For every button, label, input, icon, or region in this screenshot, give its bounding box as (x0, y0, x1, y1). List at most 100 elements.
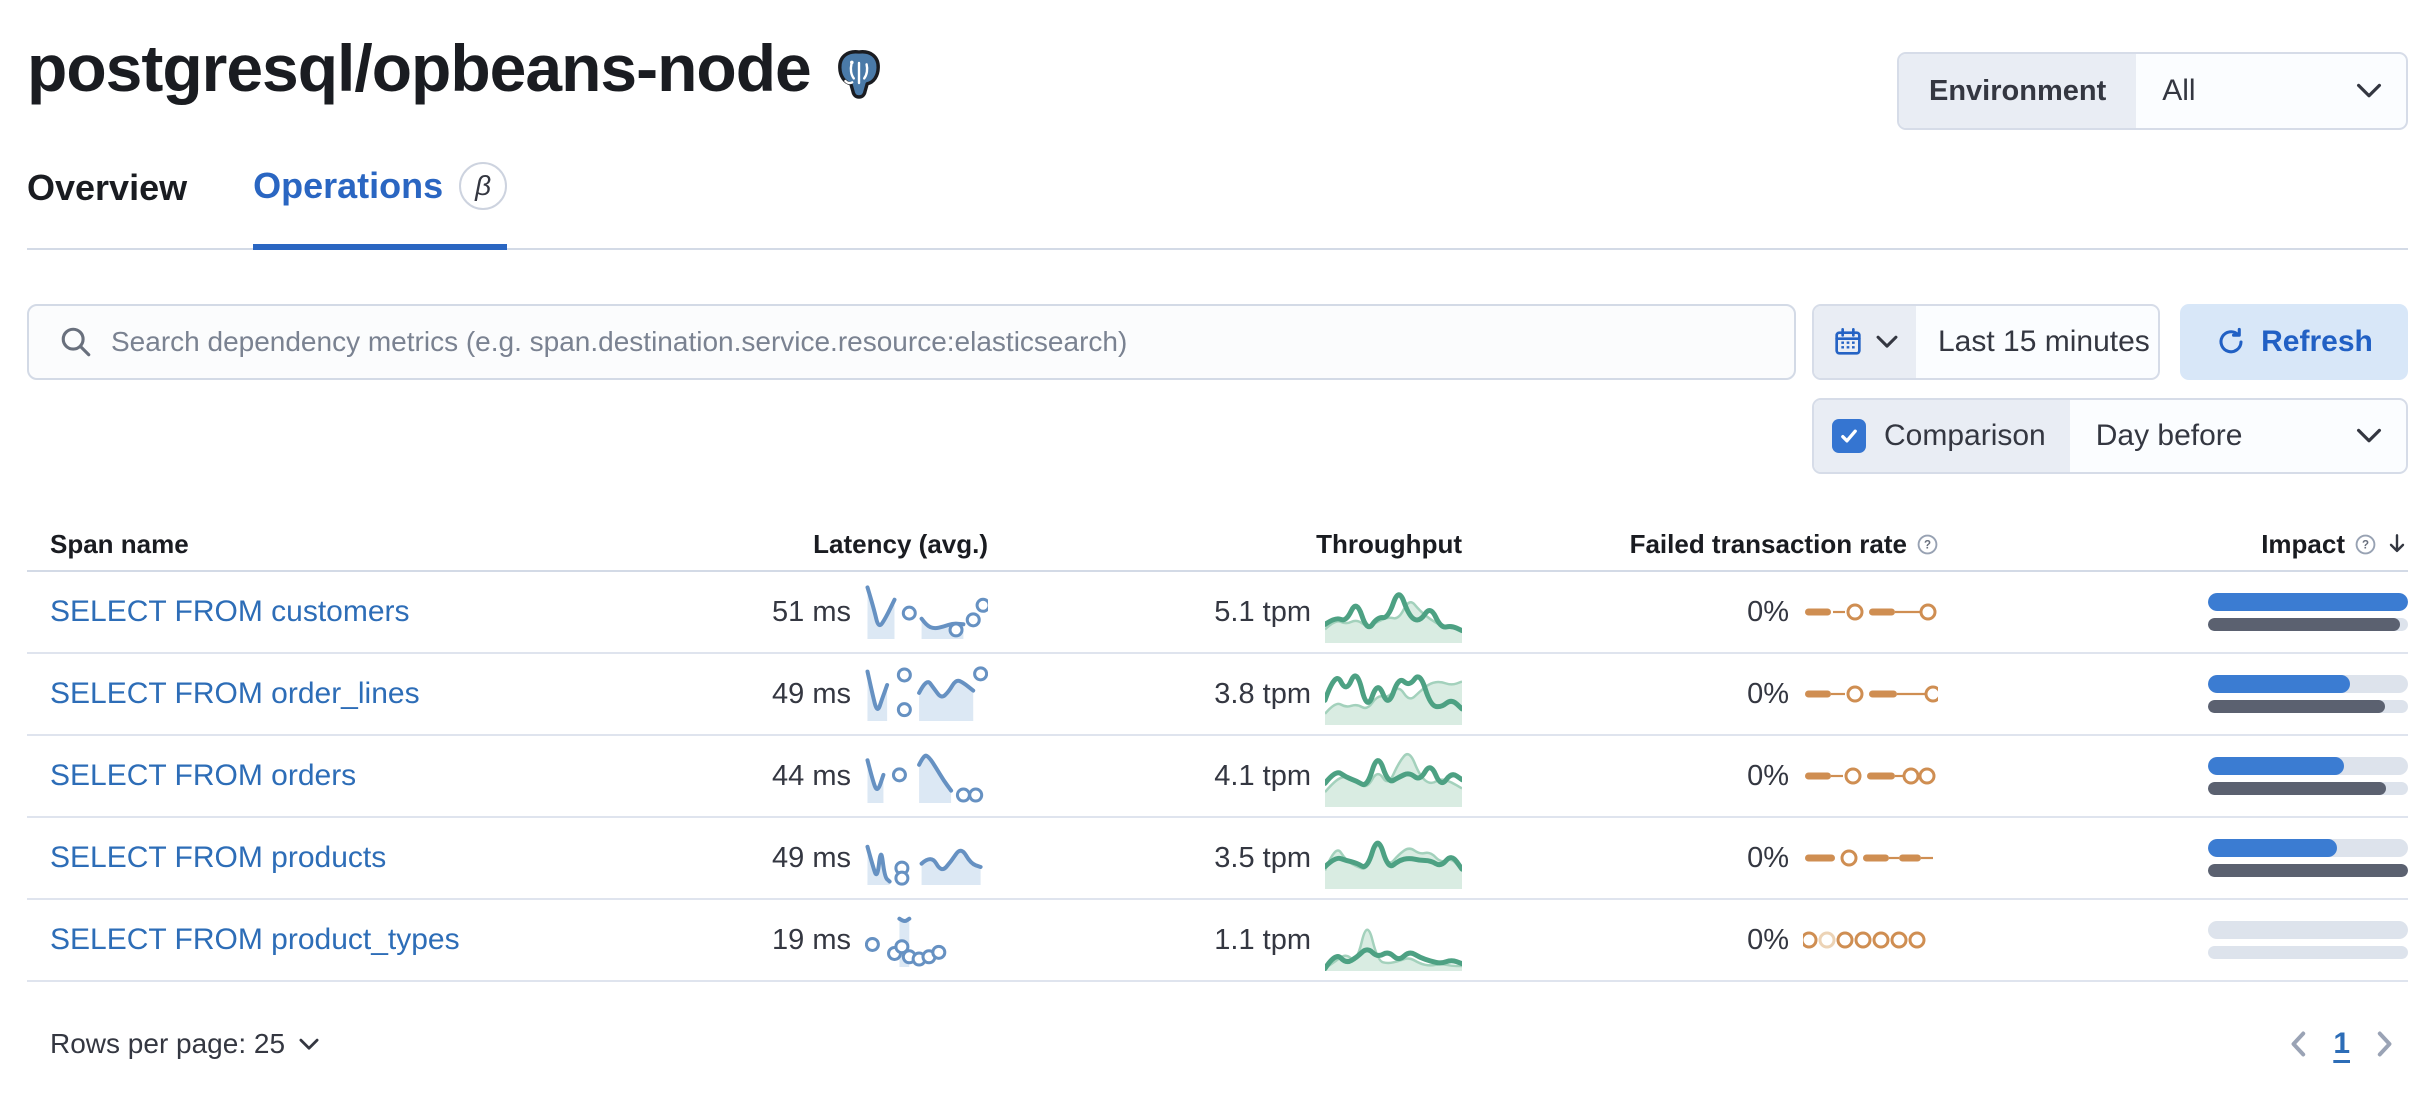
throughput-sparkline (1325, 673, 1462, 725)
search-input[interactable] (111, 326, 1768, 358)
impact-bars (1938, 593, 2408, 631)
impact-bars (1938, 675, 2408, 713)
comparison-control: Comparison Day before (1812, 398, 2408, 474)
failed-rate-value: 0% (1747, 923, 1789, 956)
throughput-sparkline (1325, 592, 1462, 643)
impact-bar-current (2208, 675, 2408, 693)
search-icon (61, 327, 91, 357)
date-picker-quick-menu[interactable] (1814, 306, 1916, 378)
chevron-down-icon (2356, 400, 2406, 472)
span-name-link[interactable]: SELECT FROM orders (50, 759, 357, 792)
pagination: 1 (2289, 1027, 2408, 1061)
table-body: SELECT FROM customers 51 ms 5.1 tpm 0% S… (27, 572, 2408, 982)
latency-header-label: Latency (avg.) (813, 528, 988, 559)
impact-bars (1938, 757, 2408, 795)
span-name-link[interactable]: SELECT FROM customers (50, 595, 410, 628)
chevron-right-icon (2377, 1031, 2392, 1057)
throughput-value: 3.8 tpm (1214, 677, 1311, 710)
comparison-segment: Comparison (1814, 400, 2070, 472)
throughput-sparkline (1325, 753, 1462, 807)
search-box (27, 304, 1796, 380)
failed-rate-sparkline (1805, 685, 1938, 703)
environment-label: Environment (1899, 54, 2137, 128)
span-name-header-label: Span name (50, 528, 189, 559)
impact-bar-previous (2208, 946, 2408, 959)
rows-per-page-button[interactable]: Rows per page: 25 (27, 1028, 319, 1060)
chevron-down-icon (2356, 54, 2406, 128)
table-row: SELECT FROM order_lines 49 ms 3.8 tpm 0% (27, 654, 2408, 736)
span-name-link[interactable]: SELECT FROM product_types (50, 923, 460, 956)
throughput-value: 5.1 tpm (1214, 595, 1311, 628)
apm-dependency-operations-page: postgresql/opbeans-node Environment All … (0, 20, 2430, 1104)
tab-operations-label: Operations (253, 165, 444, 206)
failed-rate-header-label: Failed transaction rate (1629, 528, 1907, 559)
postgresql-logo-icon (837, 50, 880, 99)
impact-bars (1938, 839, 2408, 877)
throughput-value: 3.5 tpm (1214, 841, 1311, 874)
latency-value: 44 ms (772, 759, 851, 792)
impact-bar-current (2208, 593, 2408, 611)
environment-select[interactable]: Environment All (1897, 52, 2408, 130)
latency-sparkline (865, 916, 947, 967)
latency-sparkline (865, 844, 983, 886)
page-header: postgresql/opbeans-node Environment All (27, 20, 2408, 130)
latency-value: 49 ms (772, 841, 851, 874)
latency-value: 51 ms (772, 595, 851, 628)
failed-rate-value: 0% (1747, 677, 1789, 710)
latency-sparkline (865, 753, 984, 803)
impact-bar-previous (2208, 782, 2408, 795)
span-name-link[interactable]: SELECT FROM products (50, 841, 387, 874)
failed-rate-value: 0% (1747, 759, 1789, 792)
failed-rate-sparkline (1805, 767, 1936, 785)
failed-rate-sparkline (1805, 849, 1933, 867)
question-icon[interactable]: ? (2355, 534, 2376, 555)
date-picker: Last 15 minutes (1812, 304, 2160, 380)
tab-operations[interactable]: Operations β (253, 162, 508, 250)
throughput-sparkline (1325, 840, 1462, 889)
table-footer: Rows per page: 25 1 (27, 1012, 2408, 1076)
tab-bar: Overview Operations β (27, 162, 2408, 250)
check-icon (1841, 429, 1857, 443)
throughput-header-label: Throughput (1316, 528, 1462, 559)
tab-overview-label: Overview (27, 167, 188, 208)
page-number-1[interactable]: 1 (2333, 1027, 2350, 1060)
failed-rate-value: 0% (1747, 841, 1789, 874)
impact-bars (1938, 921, 2408, 959)
page-title: postgresql/opbeans-node (27, 31, 812, 105)
column-header-impact[interactable]: Impact ? (1938, 529, 2408, 560)
comparison-row: Comparison Day before (27, 398, 2408, 474)
beta-badge: β (459, 162, 508, 210)
next-page-button[interactable] (2376, 1030, 2394, 1058)
latency-sparkline (865, 585, 988, 639)
rows-per-page-label: Rows per page: 25 (50, 1028, 286, 1059)
latency-value: 49 ms (772, 677, 851, 710)
impact-bar-previous (2208, 700, 2408, 713)
column-header-latency[interactable]: Latency (avg.) (558, 529, 988, 560)
column-header-throughput[interactable]: Throughput (988, 529, 1462, 560)
table-header: Span name Latency (avg.) Throughput Fail… (27, 508, 2408, 572)
column-header-span-name[interactable]: Span name (27, 529, 558, 560)
throughput-sparkline (1325, 928, 1462, 971)
refresh-icon (2219, 327, 2243, 354)
throughput-value: 1.1 tpm (1214, 923, 1311, 956)
failed-rate-value: 0% (1747, 595, 1789, 628)
previous-page-button[interactable] (2289, 1030, 2307, 1058)
span-name-link[interactable]: SELECT FROM order_lines (50, 677, 420, 710)
impact-bar-current (2208, 839, 2408, 857)
impact-bar-current (2208, 757, 2408, 775)
comparison-label: Comparison (1884, 419, 2046, 452)
tab-overview[interactable]: Overview (27, 162, 187, 248)
column-header-failed-rate[interactable]: Failed transaction rate ? (1462, 529, 1938, 560)
refresh-button[interactable]: Refresh (2180, 304, 2408, 380)
time-range-value[interactable]: Last 15 minutes (1938, 325, 2150, 358)
throughput-value: 4.1 tpm (1214, 759, 1311, 792)
impact-bar-previous (2208, 618, 2408, 631)
impact-header-label: Impact (2261, 528, 2345, 559)
question-icon[interactable]: ? (1917, 534, 1938, 555)
impact-bar-current (2208, 921, 2408, 939)
refresh-label: Refresh (2261, 325, 2373, 358)
table-row: SELECT FROM product_types 19 ms 1.1 tpm … (27, 900, 2408, 982)
comparison-checkbox[interactable] (1832, 419, 1866, 453)
chevron-down-icon (1876, 335, 1898, 348)
comparison-value[interactable]: Day before (2095, 419, 2243, 452)
